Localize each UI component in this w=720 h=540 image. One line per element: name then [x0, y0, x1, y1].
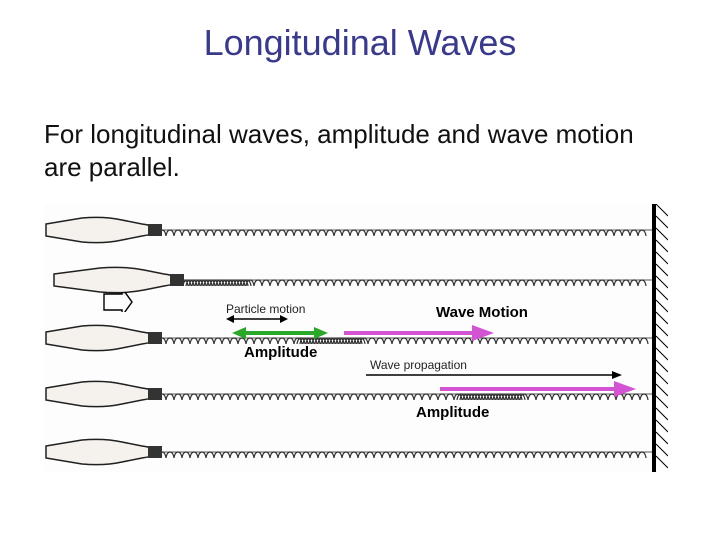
- spring-row-1: [44, 208, 656, 248]
- spring: [162, 444, 652, 458]
- longitudinal-wave-diagram: Particle motion Wave propagation: [44, 204, 656, 472]
- hand-icon: [44, 322, 164, 354]
- amplitude-top-arrow: [232, 325, 328, 341]
- amplitude-bottom-arrow: [440, 381, 636, 397]
- body-paragraph: For longitudinal waves, amplitude and wa…: [44, 118, 664, 183]
- amplitude-bottom-label: Amplitude: [416, 404, 489, 421]
- slide: Longitudinal Waves For longitudinal wave…: [0, 0, 720, 540]
- spring-row-5: [44, 430, 656, 470]
- spring-row-2: [44, 258, 656, 298]
- amplitude-top-label: Amplitude: [244, 344, 317, 361]
- hand-icon: [44, 436, 164, 468]
- wave-motion-arrow: [344, 325, 494, 341]
- wave-motion-label: Wave Motion: [436, 304, 528, 321]
- wall-hatching: [656, 204, 668, 472]
- hand-icon: [44, 214, 164, 246]
- spring: [184, 272, 652, 286]
- slide-title: Longitudinal Waves: [0, 22, 720, 64]
- push-arrow-icon: [102, 292, 134, 312]
- particle-motion-arrow: [226, 314, 288, 324]
- spring: [162, 222, 652, 236]
- hand-icon: [44, 378, 164, 410]
- wave-propagation-arrow: [366, 370, 622, 380]
